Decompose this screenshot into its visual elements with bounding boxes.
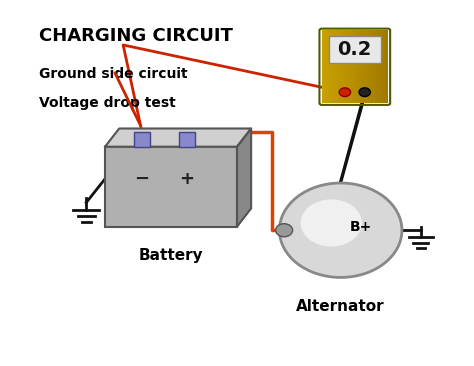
Circle shape	[276, 224, 292, 237]
Text: −: −	[135, 170, 150, 188]
Text: Voltage drop test: Voltage drop test	[39, 96, 176, 110]
Circle shape	[339, 88, 351, 97]
Circle shape	[301, 199, 362, 247]
Text: B+: B+	[350, 220, 373, 234]
Bar	[134, 132, 150, 147]
Bar	[342, 30, 345, 103]
Bar	[361, 30, 365, 103]
FancyBboxPatch shape	[105, 147, 237, 227]
Bar	[335, 30, 338, 103]
Polygon shape	[105, 128, 251, 147]
Bar	[368, 30, 371, 103]
Text: CHARGING CIRCUIT: CHARGING CIRCUIT	[39, 27, 233, 45]
Circle shape	[279, 183, 402, 277]
Bar	[329, 36, 381, 63]
Bar	[381, 30, 384, 103]
Polygon shape	[237, 128, 251, 227]
Bar	[378, 30, 381, 103]
Bar	[365, 30, 368, 103]
Bar	[358, 30, 361, 103]
Bar	[384, 30, 388, 103]
Text: Battery: Battery	[139, 248, 203, 263]
Bar	[348, 30, 352, 103]
Bar	[328, 30, 332, 103]
Text: Ground side circuit: Ground side circuit	[39, 67, 188, 81]
Bar	[355, 30, 358, 103]
Text: +: +	[179, 170, 194, 188]
Bar	[332, 30, 335, 103]
Text: 0.2: 0.2	[337, 40, 372, 59]
Bar	[325, 30, 328, 103]
Bar	[352, 30, 355, 103]
Bar	[374, 30, 378, 103]
Circle shape	[359, 88, 370, 97]
Text: Alternator: Alternator	[296, 299, 385, 314]
Bar	[345, 30, 348, 103]
Bar	[371, 30, 374, 103]
Bar	[338, 30, 342, 103]
Bar	[322, 30, 325, 103]
Bar	[179, 132, 195, 147]
